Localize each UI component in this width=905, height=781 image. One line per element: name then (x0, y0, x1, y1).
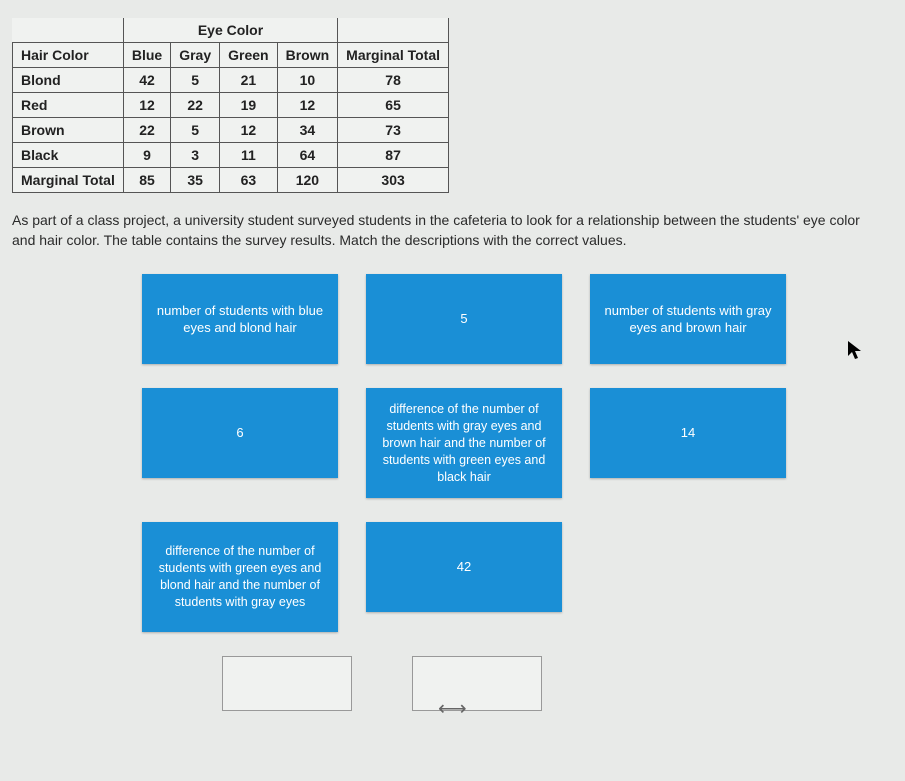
dropzone-left[interactable] (222, 656, 352, 711)
tile-grid: number of students with blue eyes and bl… (142, 274, 822, 632)
tile-blue-blond[interactable]: number of students with blue eyes and bl… (142, 274, 338, 364)
dropzone-row (222, 656, 893, 711)
cell: 35 (171, 168, 220, 193)
blank-corner (13, 18, 124, 43)
survey-table: Eye Color Hair Color Blue Gray Green Bro… (12, 18, 449, 193)
cursor-icon (847, 340, 865, 368)
col-brown: Brown (277, 43, 338, 68)
dropzone-right[interactable] (412, 656, 542, 711)
cell: 10 (277, 68, 338, 93)
col-gray: Gray (171, 43, 220, 68)
cell: 42 (123, 68, 170, 93)
cell: 22 (171, 93, 220, 118)
tile-value-42[interactable]: 42 (366, 522, 562, 612)
col-blue: Blue (123, 43, 170, 68)
cell: 120 (277, 168, 338, 193)
cell: 11 (220, 143, 277, 168)
double-arrow-icon: ⟷ (438, 696, 467, 721)
tile-diff-green-blond-gray[interactable]: difference of the number of students wit… (142, 522, 338, 632)
row-label: Red (13, 93, 124, 118)
cell: 73 (338, 118, 449, 143)
cell: 65 (338, 93, 449, 118)
row-label: Brown (13, 118, 124, 143)
tile-gray-brown[interactable]: number of students with gray eyes and br… (590, 274, 786, 364)
cell: 12 (277, 93, 338, 118)
cell: 12 (123, 93, 170, 118)
cell: 21 (220, 68, 277, 93)
cell: 64 (277, 143, 338, 168)
cell: 34 (277, 118, 338, 143)
question-prompt: As part of a class project, a university… (12, 211, 882, 250)
cell: 12 (220, 118, 277, 143)
tile-value-5[interactable]: 5 (366, 274, 562, 364)
row-label: Marginal Total (13, 168, 124, 193)
eye-color-header: Eye Color (123, 18, 337, 43)
cell: 5 (171, 118, 220, 143)
table-row: Blond 42 5 21 10 78 (13, 68, 449, 93)
col-marginal: Marginal Total (338, 43, 449, 68)
cell: 9 (123, 143, 170, 168)
table-row: Black 9 3 11 64 87 (13, 143, 449, 168)
tile-value-6[interactable]: 6 (142, 388, 338, 478)
cell: 63 (220, 168, 277, 193)
col-green: Green (220, 43, 277, 68)
cell: 5 (171, 68, 220, 93)
table-row: Marginal Total 85 35 63 120 303 (13, 168, 449, 193)
table-row: Brown 22 5 12 34 73 (13, 118, 449, 143)
hair-color-header: Hair Color (13, 43, 124, 68)
cell: 87 (338, 143, 449, 168)
cell: 303 (338, 168, 449, 193)
cell: 19 (220, 93, 277, 118)
cell: 78 (338, 68, 449, 93)
table-row: Red 12 22 19 12 65 (13, 93, 449, 118)
tile-value-14[interactable]: 14 (590, 388, 786, 478)
blank-top-right (338, 18, 449, 43)
row-label: Blond (13, 68, 124, 93)
cell: 3 (171, 143, 220, 168)
tile-diff-gray-brown-green-black[interactable]: difference of the number of students wit… (366, 388, 562, 498)
cell: 22 (123, 118, 170, 143)
row-label: Black (13, 143, 124, 168)
cell: 85 (123, 168, 170, 193)
